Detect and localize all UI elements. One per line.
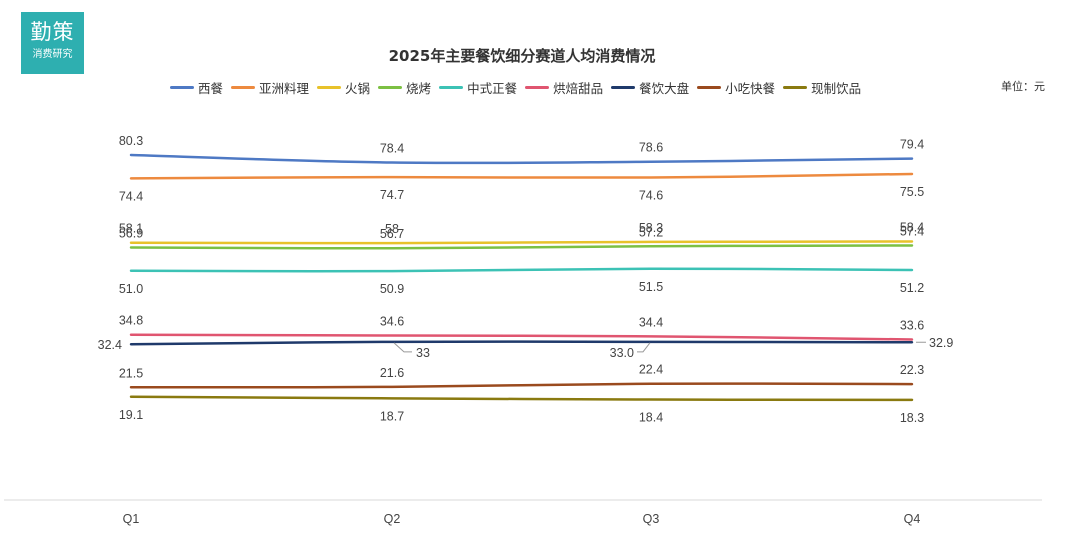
legend-swatch	[525, 86, 550, 89]
data-label: 75.5	[900, 185, 924, 199]
legend-label: 餐饮大盘	[639, 81, 690, 96]
logo-text-sub: 消费研究	[32, 49, 73, 60]
data-label: 50.9	[380, 282, 404, 296]
legend-item[interactable]: 烧烤	[378, 78, 431, 97]
legend-label: 现制饮品	[811, 81, 862, 96]
data-label: 58.1	[119, 222, 143, 236]
series-line	[129, 240, 914, 245]
legend-item[interactable]: 小吃快餐	[697, 78, 775, 97]
legend-label: 小吃快餐	[725, 81, 776, 96]
data-label: 21.5	[119, 366, 143, 380]
legend-swatch	[439, 86, 464, 89]
legend-item[interactable]: 中式正餐	[439, 78, 517, 97]
x-tick-label: Q3	[643, 512, 660, 526]
series-line	[129, 267, 914, 273]
label-leader-line	[393, 342, 412, 353]
data-label: 33.0	[610, 346, 634, 360]
legend-swatch	[378, 86, 403, 89]
legend-item[interactable]: 餐饮大盘	[611, 78, 689, 97]
legend-swatch	[317, 86, 342, 89]
data-label: 56.9	[119, 226, 143, 240]
data-label: 79.4	[900, 138, 924, 152]
data-label: 18.3	[900, 411, 924, 425]
series-line	[129, 153, 914, 165]
data-label: 78.4	[380, 142, 404, 156]
data-label: 74.4	[119, 189, 143, 203]
data-label: 34.6	[380, 315, 404, 329]
legend-item[interactable]: 火锅	[317, 78, 370, 97]
logo-text-main: 勤策	[30, 20, 75, 44]
data-label: 19.1	[119, 408, 143, 422]
legend-item[interactable]: 现制饮品	[783, 78, 861, 97]
data-label: 34.4	[639, 315, 663, 329]
data-label: 57.2	[639, 225, 663, 239]
legend-label: 烧烤	[406, 81, 432, 96]
data-label: 32.4	[98, 338, 122, 352]
data-label: 57.4	[900, 224, 924, 238]
brand-logo: 勤策 消费研究	[21, 12, 84, 74]
data-label: 22.3	[900, 363, 924, 377]
legend-label: 烘焙甜品	[553, 81, 604, 96]
data-label: 18.4	[639, 411, 663, 425]
data-label: 74.6	[639, 189, 663, 203]
legend-swatch	[170, 86, 194, 89]
data-label: 78.6	[639, 141, 663, 155]
data-label: 58	[385, 222, 399, 236]
legend-label: 西餐	[198, 81, 224, 96]
data-label: 33.6	[900, 318, 924, 332]
series-line	[129, 333, 914, 341]
x-tick-label: Q2	[384, 512, 401, 526]
label-leader-line	[637, 342, 651, 353]
data-label: 51.2	[900, 281, 924, 295]
legend-swatch	[231, 86, 256, 89]
data-label: 22.4	[639, 363, 663, 377]
legend-swatch	[611, 86, 636, 89]
series-line	[129, 244, 914, 250]
data-label: 21.6	[380, 366, 404, 380]
data-label: 56.7	[380, 227, 404, 241]
data-label: 32.9	[929, 336, 953, 350]
series-line	[129, 382, 914, 389]
data-label: 51.5	[639, 280, 663, 294]
x-tick-label: Q4	[904, 512, 921, 526]
legend-label: 中式正餐	[467, 81, 518, 96]
data-label: 58.4	[900, 221, 924, 235]
data-label: 51.0	[119, 282, 143, 296]
legend-swatch	[697, 86, 722, 89]
data-label: 33	[416, 346, 430, 360]
series-line	[129, 340, 914, 346]
legend-item[interactable]: 西餐	[170, 78, 223, 97]
data-label: 74.7	[380, 188, 404, 202]
legend-label: 亚洲料理	[259, 81, 310, 96]
legend-item[interactable]: 烘焙甜品	[525, 78, 603, 97]
legend-item[interactable]: 亚洲料理	[231, 78, 309, 97]
data-label: 18.7	[380, 409, 404, 423]
chart-title: 2025年主要餐饮细分赛道人均消费情况	[388, 47, 656, 65]
data-label: 58.3	[639, 221, 663, 235]
chart-legend: 西餐 亚洲料理 火锅 烧烤 中式正餐 烘焙甜品 餐饮大盘 小吃快餐 现制饮品	[170, 78, 869, 97]
legend-swatch	[783, 86, 808, 89]
data-label: 34.8	[119, 314, 143, 328]
series-line	[129, 395, 914, 402]
x-tick-label: Q1	[123, 512, 140, 526]
unit-label: 单位：元	[1001, 80, 1045, 93]
legend-label: 火锅	[345, 81, 371, 96]
series-line	[129, 172, 914, 180]
data-label: 80.3	[119, 134, 143, 148]
